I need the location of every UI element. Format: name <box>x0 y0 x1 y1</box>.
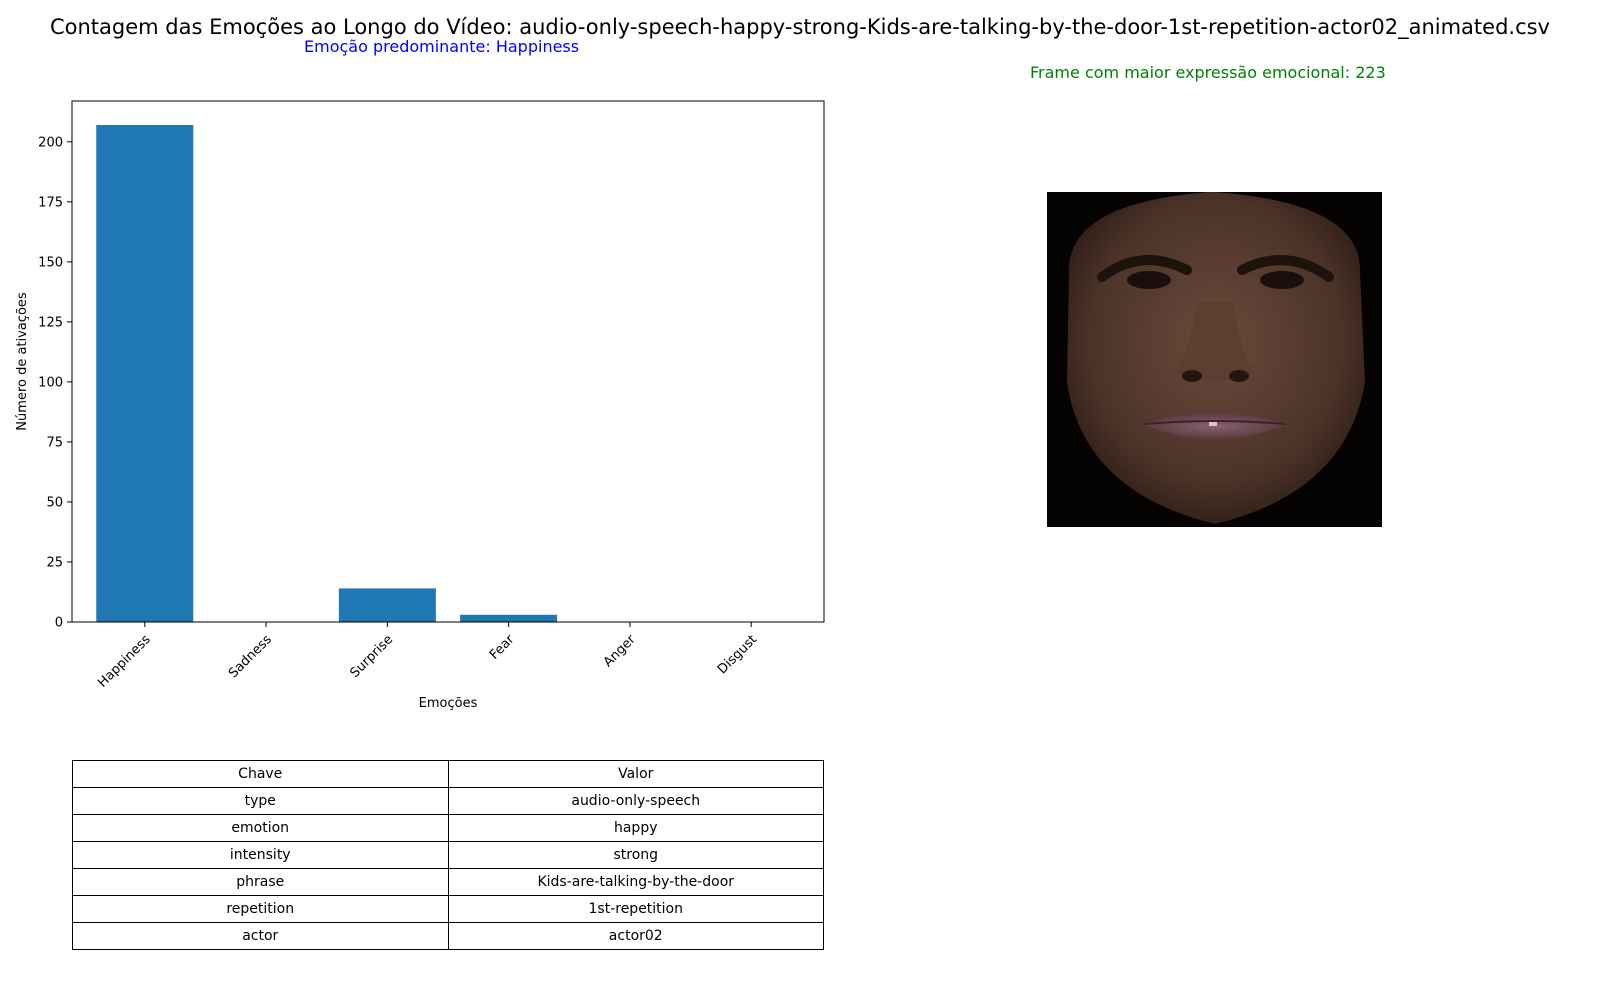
table-value-cell: actor02 <box>447 922 824 950</box>
table-value-cell: Valor <box>447 760 824 788</box>
predominant-emotion-label: Emoção predominante: Happiness <box>304 37 580 56</box>
x-tick-label: Anger <box>601 632 639 670</box>
table-header-row: Chave Valor <box>72 760 824 788</box>
plot-frame <box>71 100 825 623</box>
max-expression-frame-label: Frame com maior expressão emocional: 223 <box>1030 63 1386 82</box>
table-value-cell: audio-only-speech <box>447 787 824 815</box>
face-frame-image <box>1047 192 1382 527</box>
table-value-cell: happy <box>447 814 824 842</box>
table-key-cell: Chave <box>72 760 449 788</box>
y-tick-label: 75 <box>46 435 63 450</box>
table-row: emotion happy <box>72 814 824 842</box>
x-axis-label: Emoções <box>419 696 478 711</box>
table-row: type audio-only-speech <box>72 787 824 815</box>
table-key-cell: repetition <box>72 895 449 923</box>
table-key-cell: phrase <box>72 868 449 896</box>
y-tick-label: 50 <box>46 495 63 510</box>
table-row: intensity strong <box>72 841 824 869</box>
x-tick-label: Happiness <box>95 632 154 691</box>
table-key-cell: type <box>72 787 449 815</box>
x-tick-label: Fear <box>487 632 518 663</box>
x-tick-label: Sadness <box>226 632 275 681</box>
y-tick-label: 150 <box>38 255 63 270</box>
table-row: actor actor02 <box>72 922 824 950</box>
y-tick-label: 200 <box>38 135 63 150</box>
table-key-cell: intensity <box>72 841 449 869</box>
y-tick-label: 125 <box>38 315 63 330</box>
figure-title: Contagem das Emoções ao Longo do Vídeo: … <box>49 15 1550 39</box>
table-row: repetition 1st-repetition <box>72 895 824 923</box>
y-tick-label: 25 <box>46 555 63 570</box>
bar-surprise <box>338 588 436 622</box>
table-row: phrase Kids-are-talking-by-the-door <box>72 868 824 896</box>
y-tick-label: 175 <box>38 195 63 210</box>
bar-fear <box>460 614 558 622</box>
table-value-cell: 1st-repetition <box>447 895 824 923</box>
table-key-cell: emotion <box>72 814 449 842</box>
y-tick-label: 100 <box>38 375 63 390</box>
table-value-cell: Kids-are-talking-by-the-door <box>447 868 824 896</box>
metadata-table: Chave Valor type audio-only-speech emotion ha… <box>72 760 824 950</box>
table-value-cell: strong <box>447 841 824 869</box>
x-tick-label: Disgust <box>715 632 760 677</box>
y-tick-label: 0 <box>55 616 63 631</box>
emotion-bar-chart: 0 25 50 75 100 125 150 175 200 Happiness Sadness Su… <box>15 100 825 711</box>
x-tick-label: Surprise <box>348 632 397 681</box>
y-axis-label: Número de ativações <box>15 292 30 431</box>
table-key-cell: actor <box>72 922 449 950</box>
bar-happiness <box>96 125 194 622</box>
